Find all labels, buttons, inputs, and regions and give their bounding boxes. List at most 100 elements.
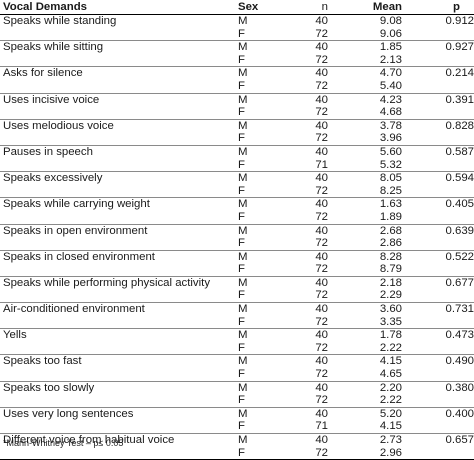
p-value-cell: 0.731 (445, 303, 474, 316)
table-row: F 72 2.22 (0, 341, 474, 356)
table-row: Speaks in open environment M 40 2.68 0.639 (0, 224, 474, 237)
n-cell: 40 (315, 381, 328, 394)
mean-cell: 3.96 (338, 132, 410, 146)
mean-cell: 2.86 (338, 237, 410, 251)
mean-cell: 9.08 (379, 15, 402, 27)
p-value-cell: 0.639 (445, 224, 474, 237)
mean-cell: 1.89 (338, 210, 410, 225)
vocal-demand-label: Uses very long sentences (3, 407, 134, 420)
vocal-demand-label: Speaks in closed environment (3, 250, 155, 263)
empty-cell (0, 341, 230, 356)
empty-cell (410, 394, 474, 408)
sex-cell: F (230, 446, 282, 460)
empty-cell (0, 158, 230, 173)
mean-cell: 2.20 (379, 381, 402, 394)
sex-cell: F (230, 79, 282, 94)
table-row: Speaks while sitting M 40 1.85 0.927 (0, 41, 474, 54)
empty-cell (0, 210, 230, 225)
vocal-demand-label: Speaks too fast (3, 355, 82, 368)
sex-cell: F (230, 263, 282, 277)
empty-cell (0, 368, 230, 382)
n-cell: 72 (282, 368, 338, 382)
header-sex: Sex (230, 0, 282, 15)
n-cell: 40 (315, 41, 328, 54)
table-row: Different voice from habitual voice M 40 2.… (0, 434, 474, 447)
vocal-demand-label: Speaks while standing (3, 15, 117, 27)
n-cell: 72 (282, 341, 338, 356)
empty-cell (410, 237, 474, 251)
header-vocal-demands: Vocal Demands (0, 0, 230, 15)
n-cell: 72 (282, 53, 338, 68)
table-row: Speaks too fast M 40 4.15 0.490 (0, 355, 474, 368)
table-row: F 72 3.35 (0, 315, 474, 330)
sex-cell: F (230, 341, 282, 356)
empty-cell (0, 132, 230, 146)
empty-cell (0, 446, 230, 460)
n-cell: 40 (315, 329, 328, 342)
table-row: F 72 4.65 (0, 368, 474, 382)
sex-cell: F (230, 394, 282, 408)
table-row: Uses incisive voice M 40 4.23 0.391 (0, 93, 474, 106)
n-cell: 72 (282, 263, 338, 277)
n-cell: 72 (282, 27, 338, 42)
mean-cell: 5.20 (379, 407, 402, 420)
sex-cell: M (238, 381, 248, 394)
mean-cell: 8.05 (379, 172, 402, 185)
sex-cell: F (230, 289, 282, 304)
vocal-demand-label: Air-conditioned environment (3, 303, 145, 316)
mean-cell: 3.35 (338, 315, 410, 330)
empty-cell (410, 210, 474, 225)
table-header: Vocal Demands Sex n Mean p (0, 0, 474, 15)
table-row: F 72 3.96 (0, 132, 474, 146)
n-cell: 40 (315, 198, 328, 211)
sex-cell: M (238, 407, 248, 420)
empty-cell (0, 106, 230, 120)
n-cell: 71 (282, 158, 338, 173)
table-row: F 72 2.96 (0, 446, 474, 460)
empty-cell (410, 368, 474, 382)
empty-cell (410, 341, 474, 356)
p-value-cell: 0.490 (445, 355, 474, 368)
empty-cell (410, 27, 474, 42)
sex-cell: F (230, 315, 282, 330)
sex-cell: M (238, 303, 248, 316)
n-cell: 72 (282, 210, 338, 225)
sex-cell: M (238, 145, 248, 158)
empty-cell (410, 79, 474, 94)
mean-cell: 2.22 (338, 394, 410, 408)
empty-cell (0, 27, 230, 42)
sex-cell: M (238, 250, 248, 263)
vocal-demand-label: Asks for silence (3, 67, 83, 80)
empty-cell (410, 106, 474, 120)
table-row: Yells M 40 1.78 0.473 (0, 329, 474, 342)
vocal-demand-label: Uses incisive voice (3, 93, 100, 106)
mean-cell: 3.60 (379, 303, 402, 316)
n-cell: 40 (315, 172, 328, 185)
p-value-cell: 0.927 (445, 41, 474, 54)
n-cell: 40 (315, 224, 328, 237)
table-row: F 72 8.79 (0, 263, 474, 277)
empty-cell (0, 184, 230, 199)
sex-cell: M (238, 198, 248, 211)
table-row: F 72 2.29 (0, 289, 474, 304)
table-row: Asks for silence M 40 4.70 0.214 (0, 67, 474, 80)
sex-cell: M (238, 172, 248, 185)
table-row: Speaks while carrying weight M 40 1.63 0.405 (0, 198, 474, 211)
sex-cell: M (238, 119, 248, 132)
header-mean: Mean (338, 0, 410, 15)
table-row: Speaks while standing M 40 9.08 0.912 (0, 15, 474, 28)
p-value-cell: 0.214 (445, 67, 474, 80)
sex-cell: F (230, 184, 282, 199)
sex-cell: F (230, 106, 282, 120)
table-row: F 72 1.89 (0, 210, 474, 225)
n-cell: 71 (282, 420, 338, 435)
sex-cell: F (230, 420, 282, 435)
vocal-demand-label: Speaks while carrying weight (3, 198, 150, 211)
n-cell: 40 (315, 276, 328, 289)
table-row: F 72 2.13 (0, 53, 474, 68)
empty-cell (410, 315, 474, 330)
mean-cell: 1.85 (379, 41, 402, 54)
mean-cell: 2.73 (379, 434, 402, 446)
mean-cell: 1.63 (379, 198, 402, 211)
